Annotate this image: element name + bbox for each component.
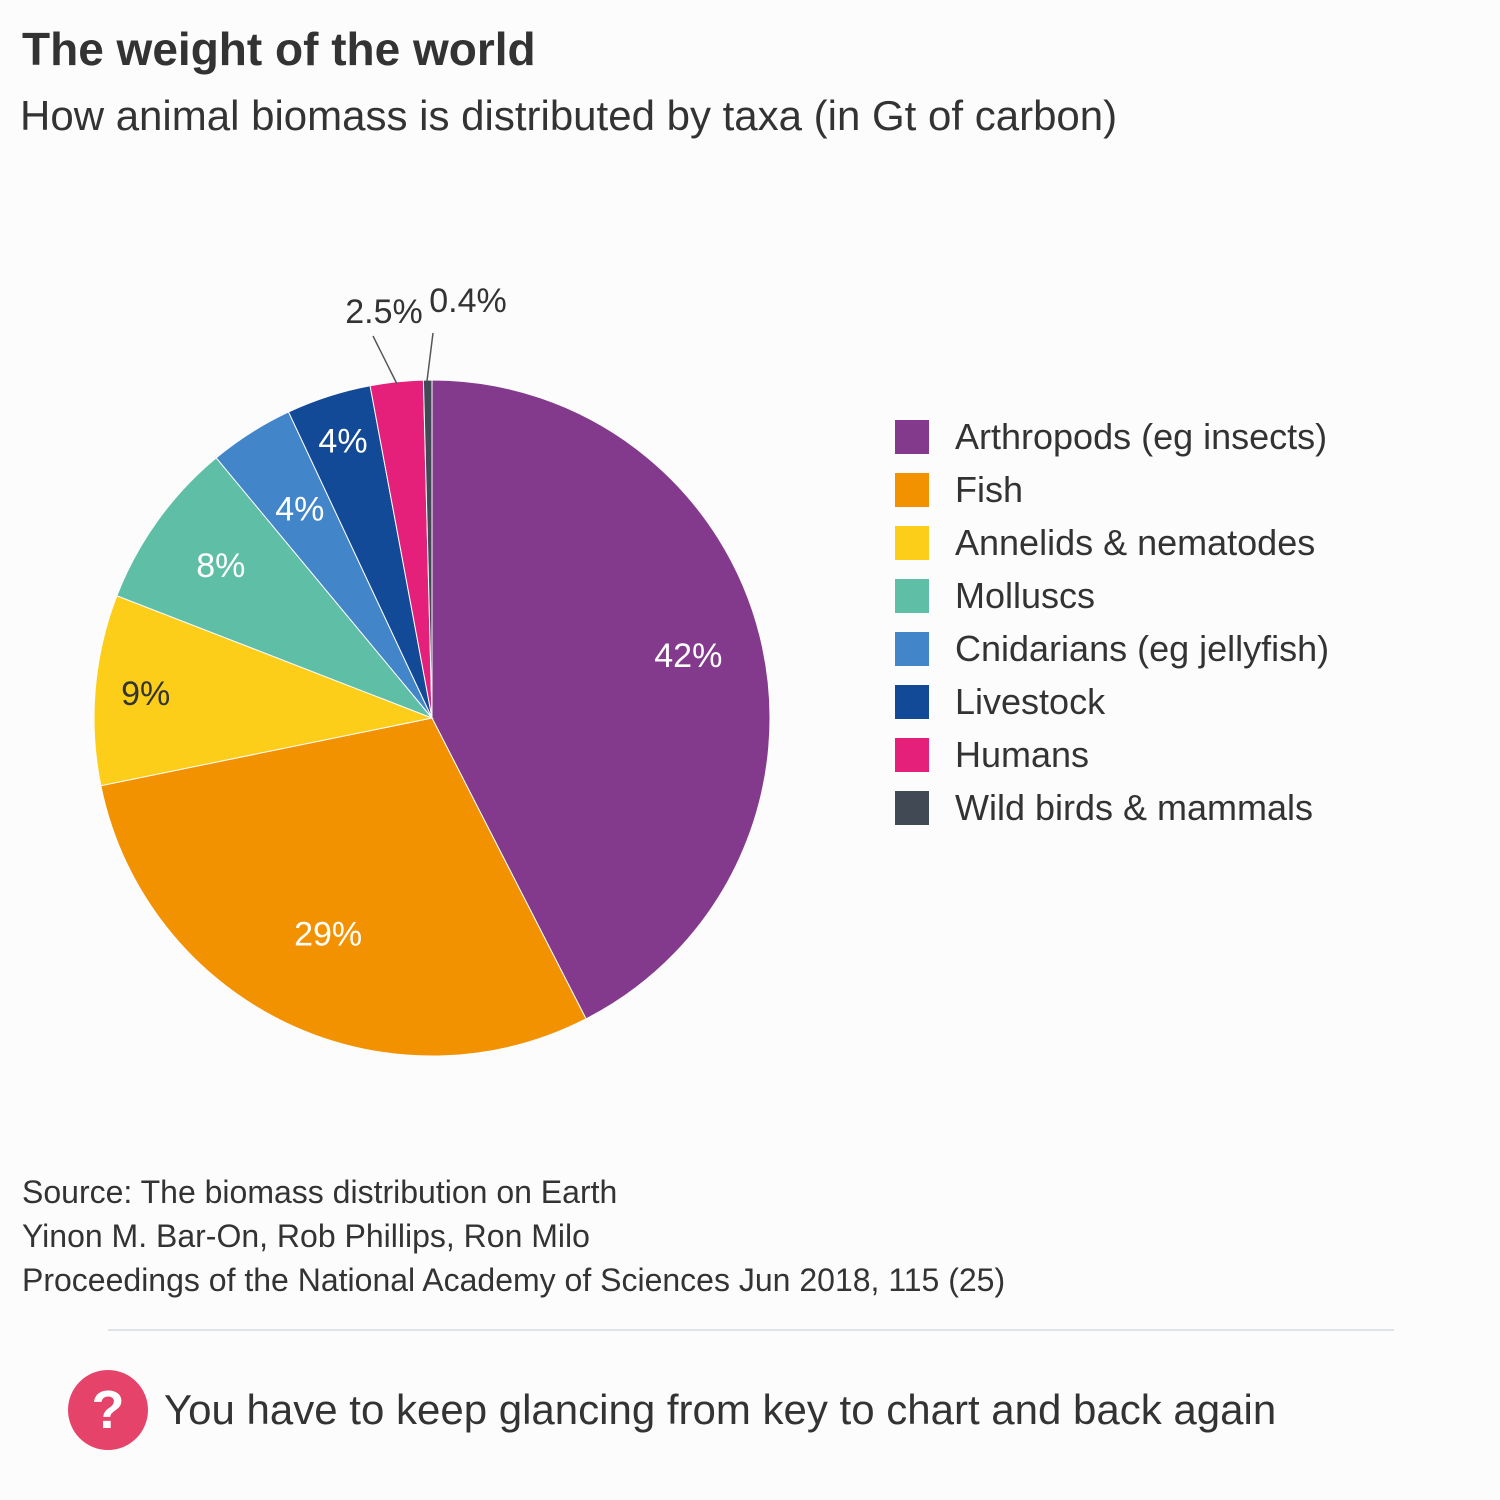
legend-item-cnidarians-eg-jellyfish: Cnidarians (eg jellyfish) — [895, 622, 1329, 675]
leader-line-humans — [372, 335, 398, 385]
legend-item-molluscs: Molluscs — [895, 569, 1329, 622]
legend-swatch — [895, 472, 929, 507]
legend-label: Humans — [955, 733, 1090, 775]
slice-label-fish: 29% — [294, 915, 362, 953]
pie-chart: 42% 29% 9% 8% 4% 4% 2.5% 0.4% — [93, 282, 771, 1057]
legend-swatch — [895, 684, 929, 719]
chart-subtitle: How animal biomass is distributed by tax… — [20, 92, 1118, 139]
pie-slice-molluscs — [116, 457, 434, 720]
pie-slice-arthropods-eg-insects — [431, 379, 771, 1020]
legend-label: Molluscs — [955, 574, 1096, 616]
slice-label-wild-birds-mammals: 0.4% — [429, 282, 507, 320]
slice-label-humans: 2.5% — [345, 293, 423, 331]
legend-swatch — [895, 419, 929, 454]
chart-legend: Arthropods (eg insects) Fish Annelids & ne… — [895, 410, 1329, 834]
source-note: Source: The biomass distribution on Eart… — [22, 1170, 1005, 1302]
source-line: Source: The biomass distribution on Eart… — [22, 1174, 618, 1210]
legend-item-fish: Fish — [895, 463, 1329, 516]
slice-label-arthropods-eg-insects: 42% — [654, 637, 722, 675]
legend-item-arthropods-eg-insects: Arthropods (eg insects) — [895, 410, 1329, 463]
legend-item-wild-birds-mammals: Wild birds & mammals — [895, 781, 1329, 834]
divider — [108, 1329, 1394, 1331]
legend-label: Fish — [955, 468, 1024, 510]
source-authors: Yinon M. Bar-On, Rob Phillips, Ron Milo — [22, 1218, 590, 1254]
legend-swatch — [895, 578, 929, 613]
pie-slice-fish — [100, 717, 587, 1057]
legend-swatch — [895, 737, 929, 772]
legend-label: Wild birds & mammals — [955, 786, 1314, 828]
legend-swatch — [895, 790, 929, 825]
leader-line-wild-birds-mammals — [426, 332, 434, 382]
question-icon: ? — [68, 1370, 148, 1450]
legend-swatch — [895, 525, 929, 560]
source-journal: Proceedings of the National Academy of S… — [22, 1262, 1006, 1298]
slice-label-cnidarians-eg-jellyfish: 4% — [275, 491, 324, 529]
legend-label: Annelids & nematodes — [955, 521, 1316, 563]
chart-title: The weight of the world — [22, 23, 536, 75]
critique-text: You have to keep glancing from key to ch… — [164, 1386, 1277, 1433]
slice-label-livestock: 4% — [318, 422, 367, 460]
legend-swatch — [895, 631, 929, 666]
legend-label: Arthropods (eg insects) — [955, 415, 1328, 457]
critique-note: ? You have to keep glancing from key to … — [68, 1370, 1276, 1450]
legend-item-annelids-nematodes: Annelids & nematodes — [895, 516, 1329, 569]
slice-label-molluscs: 8% — [196, 547, 245, 585]
slice-label-annelids-nematodes: 9% — [121, 675, 170, 713]
legend-item-livestock: Livestock — [895, 675, 1329, 728]
legend-label: Cnidarians (eg jellyfish) — [955, 627, 1330, 669]
pie-slice-annelids-nematodes — [93, 595, 434, 787]
legend-item-humans: Humans — [895, 728, 1329, 781]
legend-label: Livestock — [955, 680, 1106, 722]
